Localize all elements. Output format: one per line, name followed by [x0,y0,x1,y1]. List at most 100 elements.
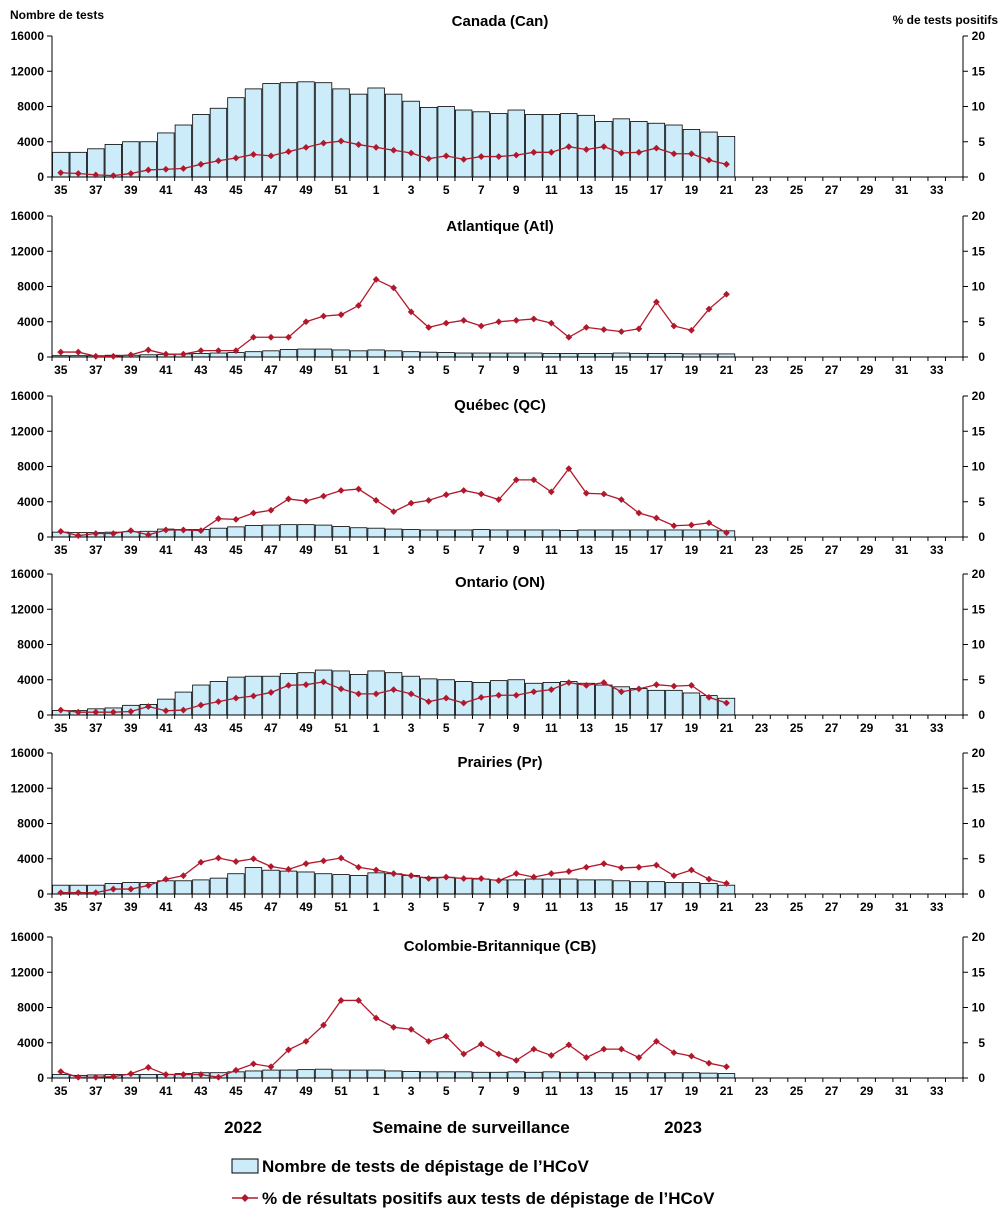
x-tick-label: 41 [159,721,173,735]
bar [472,1071,490,1079]
x-tick-label: 37 [89,363,103,377]
panel-title: Colombie-Britannique (CB) [404,938,597,955]
line-marker [267,1063,275,1071]
x-tick-label: 15 [615,363,629,377]
bar [314,348,333,358]
line-marker [530,315,538,323]
line-marker [74,708,82,716]
bar [402,100,420,178]
bar [542,1071,560,1079]
bar [612,352,631,358]
panel-2: Atlantique (Atl) 0 4000 8000 12000 16000 0 5 10 1… [11,209,986,377]
x-tick-label: 1 [373,183,380,197]
line-marker [355,302,362,309]
x-tick-label: 13 [580,183,594,197]
bar [402,529,420,538]
line-marker [92,1073,100,1081]
left-tick-label: 16000 [11,746,45,760]
line-marker [582,146,590,153]
line-marker [355,997,362,1004]
line-marker [705,519,713,527]
line-marker [109,708,117,716]
x-tick-label: 45 [229,543,243,557]
line-marker [92,171,100,179]
bar [595,353,613,358]
line-marker [477,693,485,701]
bar [647,1072,666,1079]
bar [437,529,455,538]
line-marker [302,681,310,689]
bar [525,114,543,178]
line-marker [442,491,450,499]
x-tick-label: 7 [478,183,485,197]
x-tick-label: 9 [513,183,520,197]
x-tick-label: 23 [755,543,769,557]
line-marker [109,1073,117,1080]
right-tick-label: 0 [978,1071,985,1085]
bar [595,529,613,538]
x-tick-label: 15 [615,183,629,197]
x-tick-label: 39 [124,900,138,914]
right-tick-label: 20 [972,389,986,403]
right-tick-label: 5 [978,315,985,329]
x-tick-label: 39 [124,363,138,377]
bar [682,1072,701,1079]
x-tick-label: 27 [825,183,839,197]
line-marker [705,305,713,313]
line-marker [302,1037,310,1045]
x-tick-label: 33 [930,721,944,735]
line-marker [74,889,82,896]
bar [314,524,333,538]
line-marker [337,311,345,319]
line-marker [320,312,327,320]
x-tick-label: 47 [264,543,278,557]
line-marker [267,333,275,341]
x-tick-label: 7 [478,543,485,557]
x-tick-label: 13 [580,900,594,914]
x-tick-label: 21 [720,900,734,914]
x-tick-label: 19 [685,721,699,735]
x-tick-label: 27 [825,1084,839,1098]
bar [665,353,683,358]
x-tick-label: 49 [299,900,313,914]
line-marker [127,170,135,177]
bar [455,109,473,178]
x-tick-label: 49 [299,721,313,735]
x-tick-label: 39 [124,543,138,557]
x-tick-label: 29 [860,543,874,557]
right-tick-label: 15 [972,965,986,979]
bar [332,874,350,895]
bar [577,529,596,538]
x-tick-label: 17 [650,721,664,735]
x-tick-label: 37 [89,1084,103,1098]
right-tick-label: 15 [972,64,986,78]
line-marker [653,681,660,689]
bar [665,882,683,895]
line-marker [688,521,695,529]
bar [525,682,543,716]
line-marker [495,877,503,885]
bar [279,1069,298,1079]
line-marker [425,698,433,706]
x-tick-label: 37 [89,543,103,557]
line-marker [92,530,100,537]
x-tick-label: 25 [790,1084,804,1098]
panel-title: Ontario (ON) [455,574,545,591]
x-tick-label: 25 [790,721,804,735]
bar [279,870,298,895]
bar [665,529,683,538]
x-tick-label: 31 [895,543,909,557]
x-tick-label: 21 [720,721,734,735]
right-tick-label: 5 [978,135,985,149]
bar [192,879,210,895]
xlabel: Semaine de surveillance [372,1118,570,1137]
x-tick-label: 45 [229,1084,243,1098]
line-marker [92,708,100,716]
line-marker [179,872,187,880]
x-tick-label: 11 [545,1084,558,1098]
line-marker [635,863,643,871]
x-tick-label: 21 [720,363,734,377]
line-marker [653,298,660,306]
right-tick-label: 15 [972,781,986,795]
line-marker [215,157,222,165]
